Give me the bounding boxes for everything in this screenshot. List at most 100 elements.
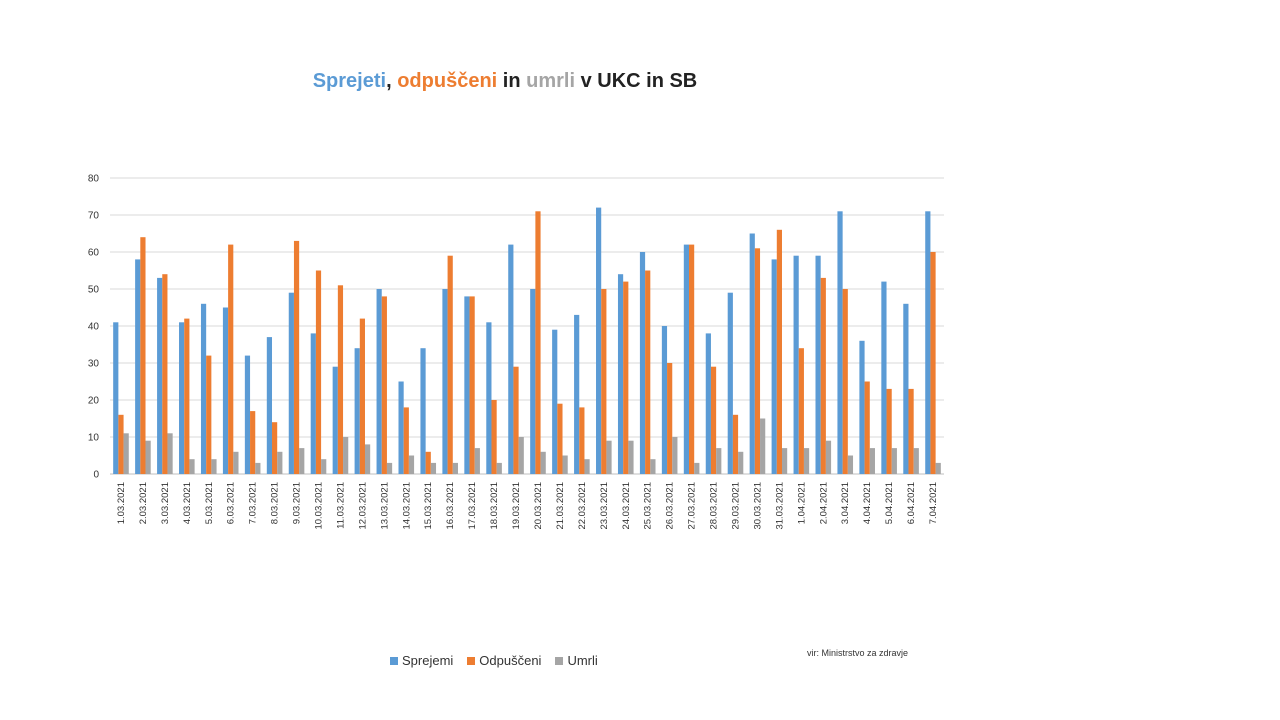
bar-sprejemi (617, 274, 624, 474)
bar-sprejemi (859, 340, 865, 474)
bar-umrli (343, 437, 349, 474)
bar-umrli (869, 448, 875, 474)
x-tick-label: 26.03.2021 (665, 482, 676, 530)
chart-title: Sprejeti, odpuščeni in umrli v UKC in SB (0, 70, 1010, 93)
bar-odpueni (469, 296, 475, 474)
x-tick-label: 7.03.2021 (248, 482, 259, 524)
bar-umrli (255, 462, 261, 474)
title-part: , (386, 70, 398, 92)
x-tick-label: 31.03.2021 (774, 482, 785, 530)
legend-item: Odpuščeni (467, 653, 541, 668)
x-tick-label: 2.03.2021 (138, 482, 149, 524)
bar-umrli (496, 462, 502, 474)
bar-odpueni (184, 318, 190, 474)
y-tick-label: 20 (88, 396, 100, 407)
bar-umrli (803, 448, 810, 474)
bar-odpueni (425, 451, 431, 474)
bar-umrli (408, 455, 415, 474)
bar-sprejemi (771, 259, 777, 474)
bar-odpueni (381, 296, 387, 474)
bar-sprejemi (222, 307, 229, 474)
x-tick-label: 22.03.2021 (577, 482, 588, 530)
bar-odpueni (337, 285, 344, 474)
bar-odpueni (732, 414, 739, 474)
y-tick-label: 0 (93, 470, 99, 481)
bar-umrli (672, 437, 678, 474)
bar-umrli (364, 444, 371, 474)
x-tick-label: 14.03.2021 (401, 482, 412, 530)
x-tick-label: 24.03.2021 (621, 482, 632, 530)
bar-odpueni (645, 270, 651, 474)
bar-odpueni (491, 400, 497, 474)
x-tick-label: 8.03.2021 (270, 482, 281, 524)
title-part: in (497, 70, 527, 92)
bar-odpueni (403, 407, 409, 474)
x-tick-label: 13.03.2021 (379, 482, 390, 530)
bar-umrli (167, 433, 173, 474)
bar-umrli (760, 418, 766, 474)
bar-odpueni (776, 229, 782, 474)
x-tick-label: 1.03.2021 (116, 482, 127, 524)
bar-umrli (847, 455, 854, 474)
legend-swatch (467, 656, 476, 665)
x-tick-label: 7.04.2021 (928, 482, 939, 524)
bar-odpueni (447, 255, 453, 474)
bar-sprejemi (244, 355, 251, 474)
bar-odpueni (272, 422, 278, 474)
bar-sprejemi (508, 244, 514, 474)
bar-sprejemi (398, 381, 404, 474)
bar-odpueni (820, 277, 826, 474)
x-tick-label: 25.03.2021 (643, 482, 654, 530)
legend-item: Umrli (555, 653, 598, 668)
bar-umrli (321, 459, 327, 474)
legend-label: Umrli (567, 653, 598, 668)
bar-umrli (452, 462, 458, 474)
bar-odpueni (118, 414, 124, 474)
bar-sprejemi (552, 329, 558, 474)
bar-umrli (584, 459, 590, 474)
bar-umrli (716, 448, 722, 474)
bar-sprejemi (310, 333, 316, 474)
bar-sprejemi (464, 296, 470, 474)
bar-odpueni (579, 407, 585, 474)
x-tick-label: 6.04.2021 (906, 482, 917, 524)
bar-sprejemi (705, 333, 711, 474)
y-tick-label: 50 (88, 285, 100, 296)
y-tick-label: 30 (88, 359, 100, 370)
bar-sprejemi (486, 322, 492, 474)
bar-umrli (628, 440, 634, 474)
bar-umrli (430, 462, 437, 474)
y-tick-label: 10 (88, 433, 100, 444)
x-tick-label: 6.03.2021 (226, 482, 237, 524)
bar-umrli (518, 437, 524, 474)
source-note: vir: Ministrstvo za zdravje (807, 648, 909, 658)
x-tick-label: 27.03.2021 (687, 482, 698, 530)
bar-sprejemi (113, 322, 119, 474)
legend-swatch (390, 656, 398, 665)
bar-umrli (935, 462, 941, 474)
bar-odpueni (930, 252, 936, 474)
x-tick-label: 5.04.2021 (884, 482, 895, 524)
x-tick-label: 18.03.2021 (489, 482, 500, 530)
bar-umrli (277, 451, 283, 474)
x-tick-label: 15.03.2021 (423, 482, 434, 530)
bar-sprejemi (793, 255, 799, 474)
legend-swatch (555, 656, 564, 665)
x-tick-label: 12.03.2021 (357, 482, 368, 530)
y-tick-label: 80 (88, 174, 100, 185)
bar-sprejemi (837, 211, 843, 475)
x-tick-label: 3.03.2021 (160, 482, 171, 524)
x-tick-label: 23.03.2021 (599, 482, 610, 530)
bar-odpueni (293, 240, 300, 474)
y-tick-label: 60 (88, 248, 100, 259)
bar-sprejemi (442, 289, 448, 474)
bar-odpueni (601, 289, 607, 474)
bar-odpueni (754, 248, 761, 474)
bar-sprejemi (266, 337, 273, 474)
bar-umrli (211, 459, 217, 474)
title-part: v UKC in SB (575, 70, 698, 92)
x-tick-label: 10.03.2021 (314, 482, 325, 530)
y-tick-label: 40 (88, 322, 100, 333)
x-tick-label: 1.04.2021 (796, 482, 807, 524)
bar-odpueni (535, 211, 541, 475)
